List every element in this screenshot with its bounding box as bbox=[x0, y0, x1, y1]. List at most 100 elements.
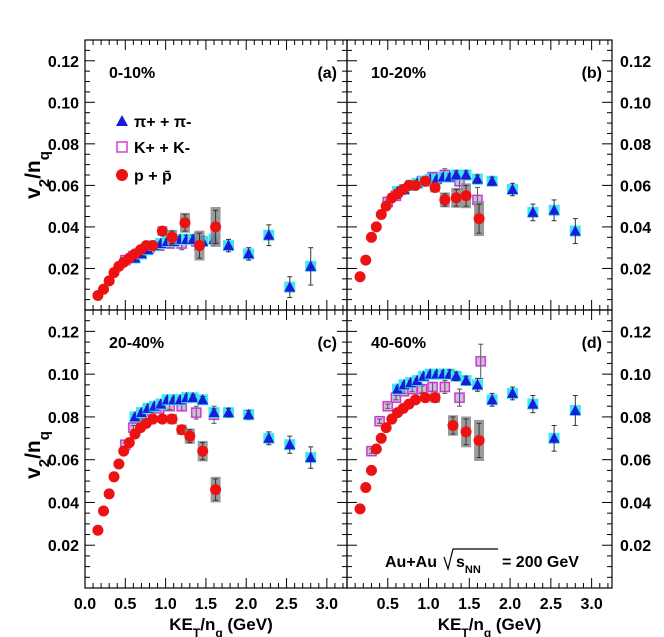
pion-point bbox=[548, 204, 560, 215]
panel-d: 40-60% (d) bbox=[346, 309, 613, 589]
x-tick-label: 3.0 bbox=[580, 596, 602, 613]
kaon-point bbox=[454, 392, 465, 403]
kaon-point bbox=[427, 381, 438, 393]
proton-point bbox=[473, 434, 485, 446]
pion-point bbox=[507, 183, 519, 195]
panels-layer: 0-10% (a) 10-20% (b) 20-40% (c) 40-60% (d) bbox=[84, 39, 613, 589]
proton-point bbox=[354, 503, 366, 515]
proton-point bbox=[360, 481, 372, 493]
pion-point bbox=[208, 406, 220, 418]
y-tick-label-right: 0.02 bbox=[620, 538, 651, 555]
pion-point bbox=[527, 206, 539, 217]
pion-point bbox=[460, 169, 472, 180]
y-tick-label-right: 0.04 bbox=[620, 495, 651, 512]
y-tick-label-left: 0.12 bbox=[48, 54, 79, 71]
y-tick-label-left: 0.08 bbox=[48, 137, 79, 154]
x-tick-label: 2.5 bbox=[540, 596, 562, 613]
x-tick-label: 0.5 bbox=[377, 596, 399, 613]
y-axis-title-part: v bbox=[22, 467, 45, 479]
kaon-point bbox=[191, 407, 202, 418]
x-tick-label: 1.5 bbox=[458, 596, 480, 613]
y-tick-label-right: 0.06 bbox=[620, 178, 651, 195]
proton-point bbox=[210, 484, 222, 496]
proton-point bbox=[380, 422, 392, 434]
proton-point bbox=[156, 225, 168, 237]
proton-point bbox=[447, 419, 459, 431]
pion-point bbox=[486, 175, 498, 186]
x-axis-title-part: /n bbox=[469, 615, 484, 634]
legend-kaon-marker bbox=[116, 141, 128, 153]
x-tick-label: 3.0 bbox=[316, 596, 338, 613]
kaon-point bbox=[374, 416, 385, 427]
y-axis-title-part: v bbox=[22, 187, 45, 199]
proton-point bbox=[365, 464, 377, 476]
kaon-point bbox=[475, 356, 486, 367]
centrality-label: 20-40% bbox=[109, 335, 164, 352]
legend-proton-marker bbox=[116, 169, 128, 181]
x-axis-title-part: KE bbox=[438, 615, 462, 634]
pion-point bbox=[460, 374, 472, 386]
x-axis-title: KET/nq (GeV) bbox=[438, 615, 541, 637]
proton-point bbox=[439, 194, 451, 206]
pion-point bbox=[569, 404, 581, 416]
pion-point bbox=[222, 406, 234, 418]
pion-point bbox=[450, 370, 462, 381]
y-axis-title-subscript: q bbox=[36, 431, 53, 440]
proton-point bbox=[103, 488, 115, 500]
pion-point bbox=[155, 398, 167, 409]
y-axis-title: v2/nq bbox=[22, 151, 53, 199]
legend-label-pi: π+ + π- bbox=[134, 114, 191, 131]
pion-point bbox=[486, 393, 498, 405]
x-tick-label: 2.0 bbox=[499, 596, 521, 613]
y-tick-label-right: 0.04 bbox=[620, 220, 651, 237]
pion-point bbox=[284, 281, 296, 292]
sqrt-subscript-text: NN bbox=[465, 564, 481, 576]
y-tick-label-right: 0.08 bbox=[620, 410, 651, 427]
y-tick-label-left: 0.08 bbox=[48, 410, 79, 427]
pion-point bbox=[243, 247, 255, 259]
kaon-point bbox=[439, 381, 450, 393]
x-tick-label: 1.5 bbox=[195, 596, 217, 613]
pion-point bbox=[471, 378, 483, 390]
pion-point bbox=[222, 239, 234, 251]
legend: π+ + π- K+ + K-p + p̄ bbox=[116, 114, 191, 185]
sqrt-s-text: s bbox=[456, 554, 465, 571]
proton-point bbox=[184, 430, 196, 442]
axis-labels-layer: 0.0 0.5 0.5 1.0 1.0 1.5 1.5 2.0 2.0 2.5 2.5 3.0 3.0 0… bbox=[22, 54, 651, 637]
proton-point bbox=[365, 231, 377, 243]
y-axis-title-subscript: 2 bbox=[36, 459, 53, 467]
x-tick-label: 0.5 bbox=[114, 596, 136, 613]
proton-point bbox=[360, 254, 372, 266]
panel-a: 0-10% (a) bbox=[84, 39, 348, 311]
proton-point bbox=[429, 181, 441, 193]
collision-system-label: Au+Au bbox=[385, 554, 437, 571]
proton-point bbox=[179, 217, 191, 229]
proton-point bbox=[460, 190, 472, 202]
x-axis-title-subscript: T bbox=[461, 626, 469, 637]
centrality-label: 10-20% bbox=[371, 65, 426, 82]
centrality-label: 0-10% bbox=[109, 65, 155, 82]
proton-point bbox=[370, 443, 382, 455]
legend-pion-marker bbox=[116, 115, 128, 126]
proton-point bbox=[166, 413, 178, 425]
pion-point bbox=[263, 229, 275, 240]
pion-point bbox=[135, 406, 147, 418]
proton-point bbox=[123, 437, 135, 449]
pion-point bbox=[197, 393, 209, 405]
proton-point bbox=[419, 392, 431, 404]
pion-point bbox=[305, 260, 317, 271]
panel-tag: (a) bbox=[317, 65, 337, 82]
pion-point bbox=[284, 438, 296, 450]
y-tick-label-right: 0.12 bbox=[620, 54, 651, 71]
proton-point bbox=[103, 275, 115, 287]
proton-point bbox=[98, 505, 110, 517]
x-tick-label: 2.0 bbox=[235, 596, 257, 613]
y-tick-label-right: 0.06 bbox=[620, 453, 651, 470]
proton-point bbox=[450, 192, 462, 204]
y-tick-label-right: 0.10 bbox=[620, 367, 651, 384]
x-tick-label: 1.0 bbox=[154, 596, 176, 613]
pion-point bbox=[569, 225, 581, 236]
proton-point bbox=[409, 179, 421, 191]
proton-point bbox=[419, 175, 431, 187]
proton-point bbox=[210, 221, 222, 233]
